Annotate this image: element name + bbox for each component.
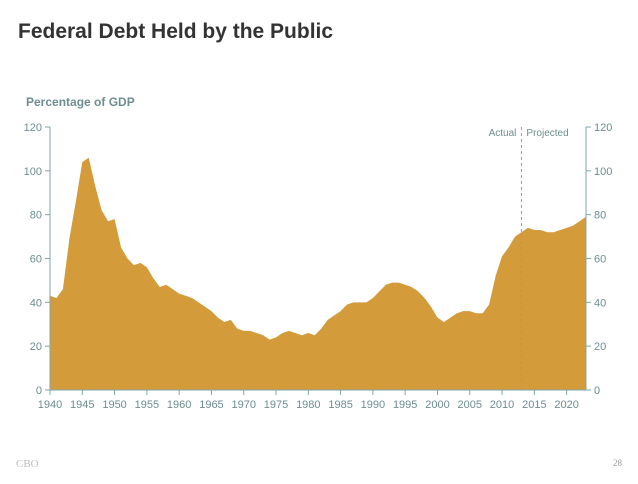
x-tick-label: 1980: [296, 399, 320, 411]
x-tick-label: 1950: [102, 399, 126, 411]
x-tick-label: 1990: [361, 399, 385, 411]
y-tick-label-right: 120: [594, 122, 612, 134]
x-tick-label: 1965: [199, 399, 223, 411]
x-tick-label: 2015: [522, 399, 546, 411]
y-axis-label: Percentage of GDP: [26, 95, 135, 109]
projected-label: Projected: [526, 128, 568, 139]
x-tick-label: 1960: [167, 399, 191, 411]
cbo-footer-mark: CBO: [16, 458, 39, 470]
y-tick-label-right: 0: [594, 385, 600, 397]
y-tick-label-left: 100: [24, 166, 42, 178]
x-tick-label: 2020: [554, 399, 578, 411]
x-tick-label: 1975: [264, 399, 288, 411]
y-tick-label-left: 0: [36, 385, 42, 397]
y-tick-label-left: 120: [24, 122, 42, 134]
x-tick-label: 1940: [38, 399, 62, 411]
x-tick-label: 2000: [425, 399, 449, 411]
x-tick-label: 1985: [328, 399, 352, 411]
y-tick-label-right: 60: [594, 254, 606, 266]
y-tick-label-right: 20: [594, 341, 606, 353]
x-tick-label: 1970: [231, 399, 255, 411]
y-tick-label-right: 100: [594, 166, 612, 178]
slide-title: Federal Debt Held by the Public: [18, 20, 334, 43]
x-tick-label: 1945: [70, 399, 94, 411]
y-tick-label-left: 40: [30, 297, 42, 309]
y-tick-label-left: 20: [30, 341, 42, 353]
y-tick-label-left: 60: [30, 254, 42, 266]
debt-area-series: [50, 157, 586, 390]
y-tick-label-left: 80: [30, 210, 42, 222]
page-number: 28: [613, 458, 622, 468]
y-tick-label-right: 80: [594, 210, 606, 222]
x-tick-label: 1955: [135, 399, 159, 411]
x-tick-label: 2010: [490, 399, 514, 411]
y-tick-label-right: 40: [594, 297, 606, 309]
actual-label: Actual: [489, 128, 517, 139]
x-tick-label: 2005: [458, 399, 482, 411]
x-tick-label: 1995: [393, 399, 417, 411]
